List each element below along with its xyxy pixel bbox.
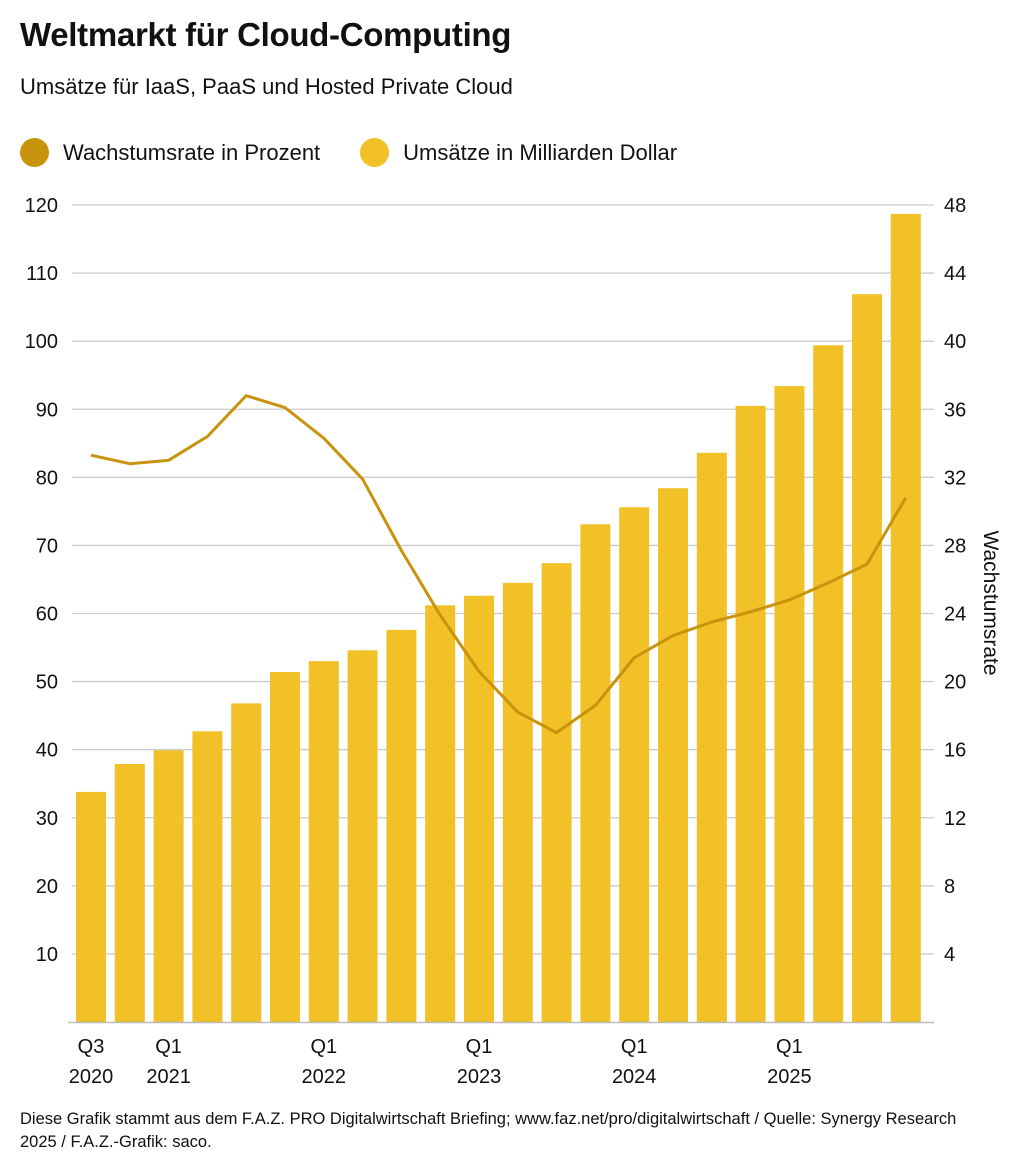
growth-rate-line	[90, 394, 908, 735]
x-tick-label-quarter: Q1	[155, 1036, 182, 1058]
x-tick-label-quarter: Q1	[310, 1036, 337, 1058]
bar-Q4-2024	[735, 405, 766, 1022]
chart-title: Weltmarkt für Cloud-Computing	[20, 16, 512, 53]
bar-Q2-2025	[813, 345, 844, 1022]
left-tick-label: 90	[36, 399, 58, 421]
bar-Q2-2023	[502, 582, 533, 1022]
legend-item-revenue: Umsätze in Milliarden Dollar	[360, 138, 677, 167]
bar-Q2-2021	[192, 731, 223, 1022]
bar-Q1-2023	[464, 595, 494, 1022]
right-tick-label: 40	[944, 331, 966, 353]
chart-subtitle: Umsätze für IaaS, PaaS und Hosted Privat…	[20, 74, 513, 99]
bar-Q3-2023	[541, 563, 572, 1022]
right-tick-label: 44	[944, 263, 966, 285]
bar-Q2-2024	[658, 488, 688, 1022]
right-tick-label: 12	[944, 808, 966, 830]
source-footer: Diese Grafik stammt aus dem F.A.Z. PRO D…	[20, 1110, 957, 1151]
right-tick-label: 36	[944, 399, 966, 421]
bar-Q3-2025	[852, 294, 882, 1022]
bar-Q1-2022	[308, 661, 339, 1022]
left-tick-label: 110	[26, 263, 58, 285]
left-tick-label: 30	[36, 808, 58, 830]
legend-label-revenue: Umsätze in Milliarden Dollar	[403, 139, 678, 165]
right-tick-label: 24	[944, 604, 966, 626]
legend-item-growth: Wachstumsrate in Prozent	[20, 138, 320, 167]
bar-Q4-2020	[114, 763, 145, 1022]
bar-Q1-2024	[619, 507, 650, 1022]
x-tick-label-year: 2022	[302, 1066, 347, 1088]
legend-dot-revenue-icon	[360, 138, 390, 167]
x-tick-label-quarter: Q1	[466, 1036, 493, 1058]
bar-Q3-2020	[76, 791, 106, 1022]
x-tick-label-year: 2023	[457, 1066, 502, 1088]
left-tick-label: 80	[36, 467, 58, 489]
right-tick-label: 28	[944, 535, 966, 557]
x-tick-label-year: 2024	[612, 1066, 657, 1088]
left-tick-label: 120	[25, 195, 58, 217]
bar-Q4-2022	[425, 605, 456, 1022]
x-tick-label-year: 2025	[767, 1066, 812, 1088]
right-tick-label: 32	[944, 467, 966, 489]
bars	[76, 213, 921, 1022]
bar-Q4-2025	[890, 213, 921, 1022]
right-axis-label: Wachstumsrate	[979, 530, 1002, 675]
bar-Q1-2025	[774, 386, 805, 1022]
bar-Q2-2022	[347, 650, 378, 1022]
left-tick-label: 70	[36, 535, 58, 557]
bar-Q4-2021	[270, 672, 300, 1022]
x-tick-label-quarter: Q1	[621, 1036, 648, 1058]
right-tick-label: 20	[944, 672, 966, 694]
bar-Q3-2021	[231, 703, 262, 1022]
x-tick-label-quarter: Q3	[78, 1036, 105, 1058]
right-tick-label: 16	[944, 740, 966, 762]
left-tick-label: 20	[36, 876, 58, 898]
left-tick-label: 10	[36, 944, 58, 966]
bar-Q3-2024	[696, 452, 727, 1022]
legend: Wachstumsrate in Prozent Umsätze in Mill…	[20, 138, 717, 167]
x-tick-label-year: 2020	[69, 1066, 114, 1088]
bar-Q4-2023	[580, 524, 611, 1022]
legend-label-growth: Wachstumsrate in Prozent	[63, 139, 321, 165]
right-tick-label: 8	[944, 876, 955, 898]
axes: 1020304050607080901001101204812162024283…	[25, 195, 967, 1088]
x-tick-label-quarter: Q1	[776, 1036, 803, 1058]
right-tick-label: 48	[944, 195, 966, 217]
x-tick-label-year: 2021	[146, 1066, 191, 1088]
left-tick-label: 100	[25, 331, 58, 353]
left-tick-label: 60	[36, 604, 58, 626]
chart: 1020304050607080901001101204812162024283…	[25, 195, 1002, 1088]
left-tick-label: 50	[36, 672, 58, 694]
bar-Q3-2022	[386, 629, 417, 1022]
growth-line	[90, 394, 908, 735]
right-tick-label: 4	[944, 944, 955, 966]
left-tick-label: 40	[36, 740, 58, 762]
bar-Q1-2021	[153, 750, 184, 1022]
legend-dot-growth-icon	[20, 138, 49, 167]
